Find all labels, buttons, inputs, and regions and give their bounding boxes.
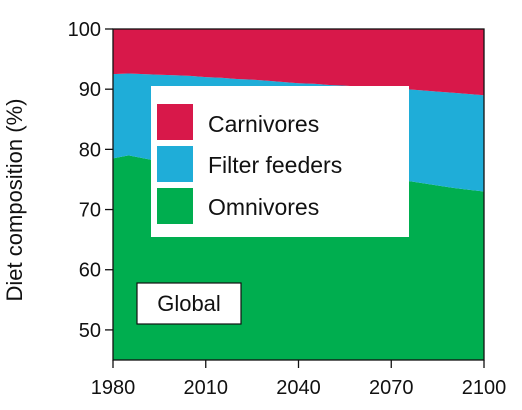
legend-label-omnivores: Omnivores: [208, 194, 319, 220]
x-tick-label-2100: 2100: [462, 377, 507, 399]
legend: Carnivores Filter feeders Omnivores: [151, 86, 409, 237]
y-tick-label-60: 60: [79, 260, 101, 282]
y-tick-label-90: 90: [79, 79, 101, 101]
y-tick-label-70: 70: [79, 200, 101, 222]
x-tick-label-2040: 2040: [276, 377, 321, 399]
y-axis-title: Diet composition (%): [2, 99, 27, 302]
region-label-box: [136, 282, 242, 325]
y-tick-label-100: 100: [68, 19, 101, 41]
x-tick-label-1980: 1980: [91, 377, 136, 399]
legend-swatch-omnivores: [157, 188, 193, 224]
y-tick-label-50: 50: [79, 320, 101, 342]
axes: 50 60 70 80 90 100 1980 2010 2040 2070 2100: [68, 19, 507, 399]
legend-label-filter-feeders: Filter feeders: [208, 152, 342, 178]
region-annotation: Global: [136, 282, 242, 325]
x-tick-label-2010: 2010: [184, 377, 229, 399]
y-tick-label-80: 80: [79, 139, 101, 161]
legend-label-carnivores: Carnivores: [208, 111, 319, 137]
legend-swatch-carnivores: [157, 104, 193, 140]
region-label: Global: [157, 291, 221, 316]
legend-swatch-filter-feeders: [157, 146, 193, 182]
legend-box: [151, 86, 409, 237]
area-carnivores: [113, 29, 484, 96]
x-tick-label-2070: 2070: [369, 377, 414, 399]
